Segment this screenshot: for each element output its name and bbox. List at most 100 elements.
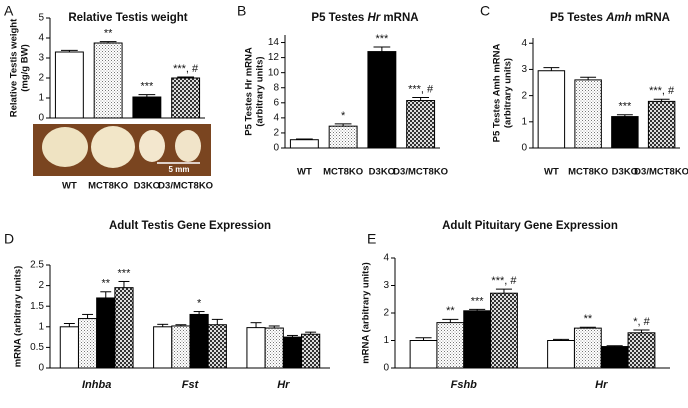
significance: ** — [101, 278, 110, 290]
significance: * — [197, 297, 202, 309]
y-axis-label: (arbitrary units) — [503, 58, 514, 128]
y-tick-label: 3 — [38, 53, 44, 64]
title-part: Hr — [367, 12, 380, 24]
bar — [328, 125, 358, 149]
bar — [367, 51, 397, 149]
bar — [96, 297, 116, 369]
y-tick-label: 1 — [521, 116, 527, 127]
testis-photo: 5 mm — [33, 124, 211, 176]
bar — [547, 340, 575, 369]
chart-title: P5 Testes Hr mRNA — [311, 12, 418, 24]
bar — [59, 326, 79, 369]
x-tick-label: D3/MCT8KO — [158, 181, 213, 192]
bar — [246, 327, 266, 369]
y-tick-label: 1.5 — [30, 301, 44, 312]
significance: *** — [375, 33, 389, 45]
x-tick-label: D3/MCT8KO — [393, 167, 448, 178]
significance: ** — [446, 305, 455, 317]
y-axis-label: P5 Testes Hr mRNA — [244, 47, 255, 136]
x-tick-label: WT — [297, 167, 312, 178]
y-tick-label: 14 — [268, 37, 280, 48]
panel-letter: A — [4, 3, 14, 19]
chart-title: Relative Testis weight — [68, 12, 187, 24]
panel-letter: E — [367, 231, 376, 247]
y-tick-label: 10 — [268, 67, 280, 78]
significance: *** — [471, 295, 485, 307]
y-axis-label: Relative Testis weight — [9, 18, 20, 117]
x-tick-label: MCT8KO — [88, 181, 128, 192]
significance: ***, # — [408, 83, 434, 95]
x-tick-label: Inhba — [82, 379, 111, 391]
x-tick-label: D3/MCT8KO — [634, 167, 688, 178]
y-tick-label: 0 — [38, 113, 44, 124]
y-axis-label: P5 Testes Amh mRNA — [492, 44, 503, 143]
title-part: Adult Pituitary Gene Expression — [442, 220, 618, 232]
bar — [573, 327, 602, 369]
title-part: Adult Testis Gene Expression — [109, 220, 271, 232]
y-tick-label: 2 — [383, 308, 389, 319]
bar — [264, 327, 284, 369]
significance: *** — [118, 267, 132, 279]
x-tick-label: MCT8KO — [568, 167, 608, 178]
significance: *, # — [633, 316, 650, 328]
bar — [611, 116, 639, 149]
y-axis-label: (arbitrary units) — [255, 56, 266, 126]
x-tick-label: WT — [544, 167, 559, 178]
y-axis-label: mRNA (arbitrary units) — [361, 262, 372, 364]
bar — [153, 326, 173, 369]
significance: *** — [618, 101, 632, 113]
panel-letter: D — [4, 231, 14, 247]
y-tick-label: 0.5 — [30, 342, 44, 353]
title-part: P5 Testes — [550, 12, 606, 24]
bar — [574, 79, 602, 149]
y-tick-label: 0 — [521, 143, 527, 154]
significance: *** — [140, 81, 154, 93]
y-tick-label: 0 — [273, 143, 279, 154]
x-tick-label: Fshb — [451, 379, 478, 391]
chart-title: Adult Pituitary Gene Expression — [442, 220, 618, 232]
y-tick-label: 2 — [521, 90, 527, 101]
x-tick-label: Hr — [595, 379, 608, 391]
y-tick-label: 1 — [38, 93, 44, 104]
y-axis-label: (mg/g BW) — [20, 44, 31, 92]
significance: ***, # — [491, 275, 517, 287]
bar — [537, 70, 566, 149]
significance: ***, # — [649, 85, 675, 97]
x-tick-label: D3KO — [369, 167, 395, 178]
bar — [406, 100, 436, 149]
title-part: P5 Testes — [311, 12, 367, 24]
y-tick-label: 6 — [273, 97, 279, 108]
y-tick-label: 8 — [273, 82, 279, 93]
y-tick-label: 5 — [38, 13, 44, 24]
bar — [114, 287, 134, 369]
y-tick-label: 2.5 — [30, 260, 44, 271]
bar — [54, 51, 84, 119]
chart-title: Adult Testis Gene Expression — [109, 220, 271, 232]
y-tick-label: 2 — [273, 128, 279, 139]
y-tick-label: 4 — [521, 38, 527, 49]
y-tick-label: 1 — [383, 335, 389, 346]
bar — [463, 310, 492, 369]
panel-letter: B — [237, 3, 246, 19]
panel-letter: C — [480, 3, 490, 19]
bar — [301, 333, 321, 369]
bar — [207, 324, 227, 369]
bar — [282, 336, 303, 369]
bar — [289, 139, 319, 149]
bar — [171, 325, 191, 369]
y-tick-label: 1 — [38, 321, 44, 332]
y-tick-label: 4 — [383, 253, 389, 264]
x-tick-label: D3KO — [134, 181, 160, 192]
title-part: mRNA — [380, 12, 418, 24]
bar — [93, 42, 123, 119]
y-tick-label: 3 — [521, 64, 527, 75]
bar — [189, 313, 209, 369]
significance: ***, # — [173, 63, 199, 75]
title-part: mRNA — [632, 12, 670, 24]
bar — [600, 346, 629, 369]
y-tick-label: 4 — [273, 113, 279, 124]
y-tick-label: 12 — [268, 52, 280, 63]
bar — [77, 318, 98, 369]
significance: ** — [584, 313, 593, 325]
